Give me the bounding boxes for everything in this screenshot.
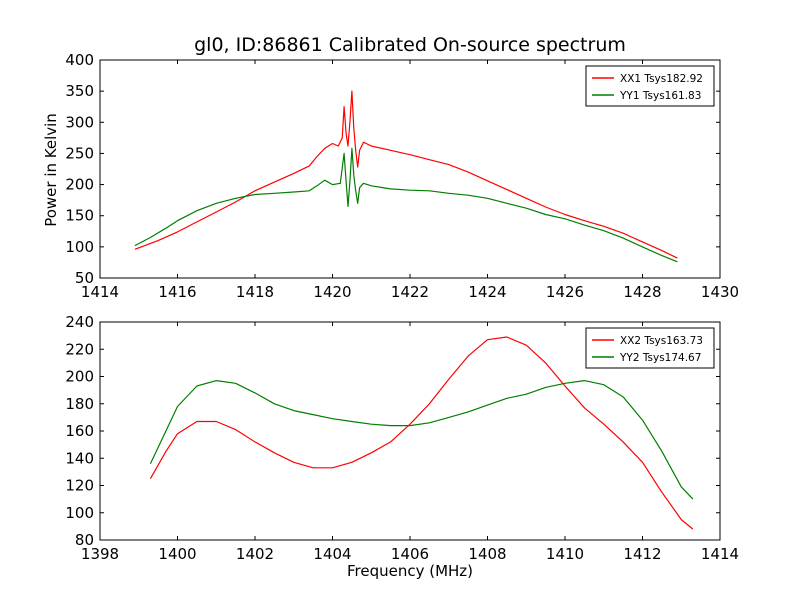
legend-box bbox=[585, 327, 715, 369]
x-tick-label: 1406 bbox=[391, 545, 429, 563]
x-tick-label: 1402 bbox=[236, 545, 274, 563]
y-tick-label: 80 bbox=[75, 531, 94, 549]
series-line-1-2 bbox=[134, 147, 678, 263]
y-tick-label: 400 bbox=[65, 51, 94, 69]
x-tick-label: 1398 bbox=[81, 545, 119, 563]
chart-panel-2: 1398 1400 1402 1404 1406 1408 1410 1412 1414 80 10… bbox=[65, 313, 739, 563]
legend-label: XX1 Tsys182.92 bbox=[620, 73, 703, 85]
legend-label: YY1 Tsys161.83 bbox=[619, 90, 701, 102]
y-tick-label: 250 bbox=[65, 144, 94, 162]
y-tick-label: 100 bbox=[65, 504, 94, 522]
y-tick-label: 200 bbox=[65, 176, 94, 194]
y-tick-label: 350 bbox=[65, 82, 94, 100]
x-tick-label: 1412 bbox=[623, 545, 661, 563]
x-tick-label: 1404 bbox=[313, 545, 351, 563]
legend-label: XX2 Tsys163.73 bbox=[620, 335, 703, 347]
x-tick-label: 1420 bbox=[313, 283, 351, 301]
y-tick-label: 180 bbox=[65, 395, 94, 413]
x-tick-label: 1414 bbox=[701, 545, 739, 563]
x-tick-label: 1410 bbox=[546, 545, 584, 563]
x-tick-label: 1422 bbox=[391, 283, 429, 301]
x-tick-label: 1408 bbox=[468, 545, 506, 563]
y-tick-label: 240 bbox=[65, 313, 94, 331]
y-axis-label: Power in Kelvin bbox=[42, 113, 60, 227]
legend-label: YY2 Tsys174.67 bbox=[619, 352, 701, 364]
legend-2: XX2 Tsys163.73 YY2 Tsys174.67 bbox=[585, 327, 715, 369]
y-tick-label: 100 bbox=[65, 238, 94, 256]
y-tick-label: 200 bbox=[65, 368, 94, 386]
y-tick-label: 120 bbox=[65, 477, 94, 495]
series-line-2-2 bbox=[149, 380, 694, 500]
x-tick-label: 1426 bbox=[546, 283, 584, 301]
x-tick-label: 1430 bbox=[701, 283, 739, 301]
series-line-2-1 bbox=[149, 336, 694, 530]
x-tick-label: 1416 bbox=[158, 283, 196, 301]
y-tick-label: 50 bbox=[75, 269, 94, 287]
y-tick-label: 140 bbox=[65, 449, 94, 467]
x-tick-label: 1424 bbox=[468, 283, 506, 301]
x-axis-label: Frequency (MHz) bbox=[346, 562, 474, 580]
legend-box bbox=[585, 65, 715, 107]
x-tick-label: 1414 bbox=[81, 283, 119, 301]
chart-panel-1: 1414 1416 1418 1420 1422 1424 1426 1428 1430 50 10… bbox=[65, 51, 739, 301]
y-tick-label: 150 bbox=[65, 207, 94, 225]
legend-1: XX1 Tsys182.92 YY1 Tsys161.83 bbox=[585, 65, 715, 107]
x-tick-label: 1400 bbox=[158, 545, 196, 563]
y-tick-label: 220 bbox=[65, 340, 94, 358]
y-tick-label: 160 bbox=[65, 422, 94, 440]
x-tick-label: 1418 bbox=[236, 283, 274, 301]
chart-title: gl0, ID:86861 Calibrated On-source spect… bbox=[194, 34, 626, 56]
series-line-1-1 bbox=[134, 90, 678, 259]
y-tick-label: 300 bbox=[65, 113, 94, 131]
x-tick-label: 1428 bbox=[623, 283, 661, 301]
